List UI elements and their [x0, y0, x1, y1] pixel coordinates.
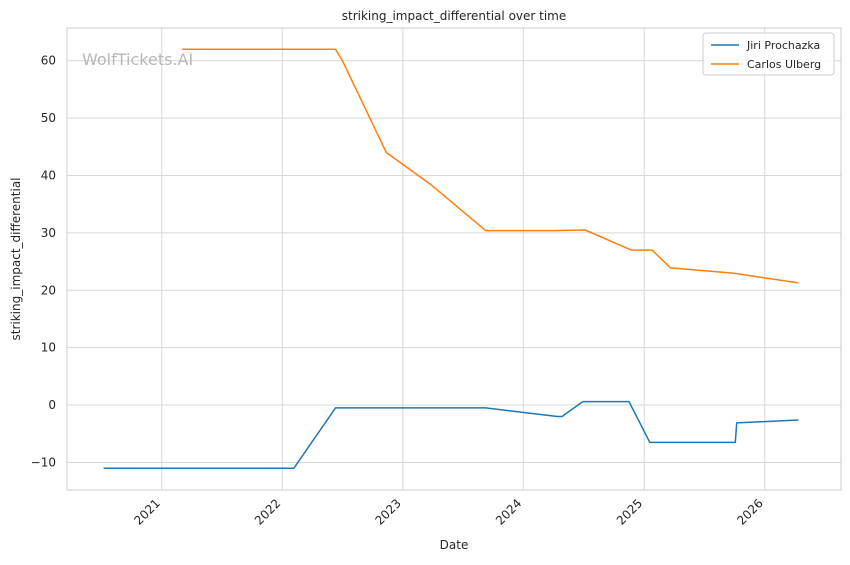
plot-area [67, 28, 841, 490]
x-tick-label: 2026 [734, 496, 765, 527]
legend: Jiri Prochazka Carlos Ulberg [702, 32, 835, 76]
x-axis-label: Date [440, 538, 469, 552]
legend-label: Jiri Prochazka [746, 39, 820, 52]
x-tick-label: 2022 [252, 496, 283, 527]
y-tick-label: 20 [41, 283, 56, 297]
series-lines [103, 48, 799, 469]
grid [67, 28, 841, 490]
series-line [182, 48, 799, 284]
y-tick-label: 40 [41, 168, 56, 182]
y-tick-label: −10 [31, 455, 56, 469]
y-tick-label: 50 [41, 111, 56, 125]
chart-title: striking_impact_differential over time [342, 9, 567, 23]
y-tick-label: 0 [48, 398, 56, 412]
plot-frame [66, 27, 842, 491]
legend-label: Carlos Ulberg [747, 58, 821, 71]
x-tick-label: 2025 [614, 496, 645, 527]
series-line [103, 400, 799, 469]
y-axis-label: striking_impact_differential [9, 177, 23, 340]
x-tick-label: 2021 [131, 496, 162, 527]
x-tick-label: 2024 [493, 496, 524, 527]
y-tick-label: 30 [41, 226, 56, 240]
watermark: WolfTickets.AI [82, 50, 193, 69]
y-tick-label: 60 [41, 54, 56, 68]
x-tick-label: 2023 [372, 496, 403, 527]
y-tick-label: 10 [41, 341, 56, 355]
